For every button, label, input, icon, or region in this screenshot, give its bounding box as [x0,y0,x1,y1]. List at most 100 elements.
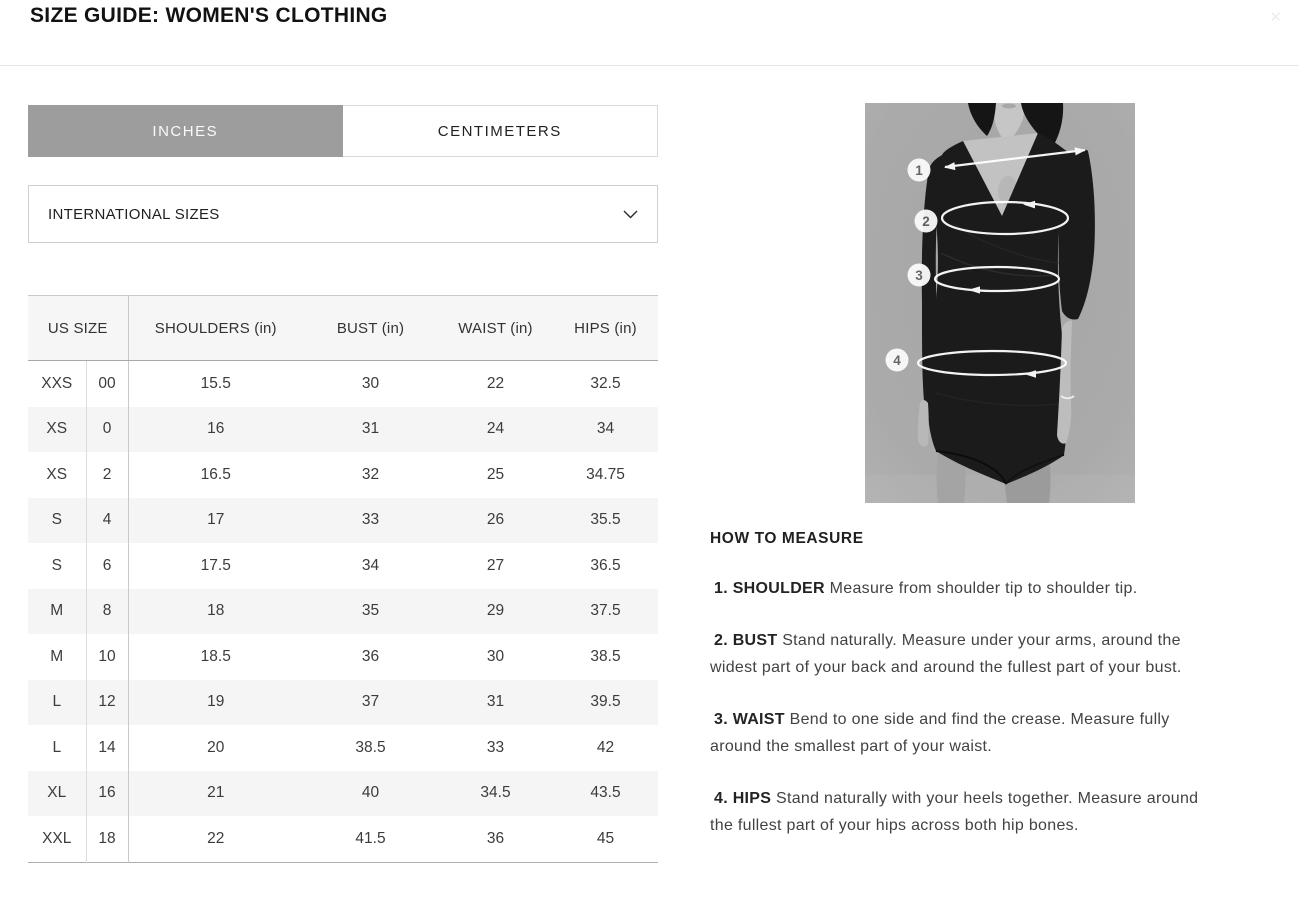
measure-item-text: Bend to one side and find the crease. Me… [710,711,1170,755]
cell-shoulders: 18.5 [200,647,231,665]
cell-size: L [28,679,87,725]
table-row: XS 0 16 31 24 34 [28,406,658,452]
cell-shoulders: 22 [207,829,225,847]
size-guide-panel: INCHES CENTIMETERS INTERNATIONAL SIZES U… [28,105,658,863]
cell-num: 16 [86,770,129,816]
table-row: L 14 20 38.5 33 42 [28,725,658,771]
cell-bust: 34 [361,556,380,574]
cell-waist: 29 [486,602,505,620]
size-chart-table: US SIZE SHOULDERS (in) BUST (in) WAIST (… [28,295,658,863]
cell-size: S [28,497,87,543]
header-waist: WAIST (in) [438,295,553,361]
measurement-overlays: 1 2 3 4 [885,147,1086,378]
cell-size: S [28,543,87,589]
cell-num: 2 [86,452,129,498]
cell-size: XXS [28,360,87,407]
cell-hips: 35.5 [590,511,621,529]
table-row: XL 16 21 40 34.5 43.5 [28,770,658,816]
cell-hips: 39.5 [590,693,621,711]
cell-hips: 42 [596,738,615,756]
cell-waist: 31 [486,693,505,711]
cell-num: 6 [86,543,129,589]
cell-waist: 33 [486,738,505,756]
cell-bust: 36 [361,647,380,665]
cell-shoulders: 16 [207,420,225,438]
unit-tabs: INCHES CENTIMETERS [28,105,658,157]
cell-hips: 32.5 [590,374,621,392]
header-us-size: US SIZE [28,295,129,361]
cell-size: XXL [28,816,87,862]
cell-bust: 31 [361,420,380,438]
cell-waist: 25 [486,465,505,483]
chevron-down-icon [623,210,638,218]
cell-waist: 22 [486,374,505,392]
model-photo: 1 2 3 4 [865,103,1135,503]
cell-shoulders: 20 [207,738,225,756]
cell-hips: 34.75 [586,465,625,483]
measurement-figure: 1 2 3 4 [865,103,1135,503]
measure-item-shoulder: 1. SHOULDER Measure from shoulder tip to… [710,575,1222,602]
cell-waist: 27 [486,556,505,574]
cell-waist: 24 [486,420,505,438]
header-divider [0,65,1298,66]
tab-centimeters[interactable]: CENTIMETERS [342,105,658,157]
how-to-measure-section: HOW TO MEASURE 1. SHOULDER Measure from … [710,530,1262,864]
svg-text:2: 2 [922,214,930,229]
table-row: XS 2 16.5 32 25 34.75 [28,452,658,498]
svg-text:1: 1 [915,163,923,178]
cell-waist: 36 [486,829,505,847]
cell-size: XS [28,452,87,498]
cell-bust: 33 [361,511,380,529]
cell-hips: 43.5 [590,784,621,802]
cell-bust: 40 [361,784,380,802]
cell-waist: 34.5 [480,784,511,802]
measure-item-label: 4. HIPS [714,790,772,807]
model-arms [917,320,1075,447]
page-title: SIZE GUIDE: WOMEN'S CLOTHING [30,4,388,27]
how-to-measure-heading: HOW TO MEASURE [710,530,864,547]
cell-bust: 38.5 [355,738,386,756]
table-row: S 4 17 33 26 35.5 [28,497,658,543]
close-icon[interactable]: ✕ [1269,9,1282,26]
cell-shoulders: 21 [207,784,225,802]
table-row: XXS 00 15.5 30 22 32.5 [28,360,658,407]
model-head [994,103,1026,141]
size-table-body: XXS 00 15.5 30 22 32.5 XS 0 16 31 24 34 XS 2 16.5 32 25 3… [28,360,658,862]
cell-bust: 35 [361,602,380,620]
cell-size: L [28,725,87,771]
header-shoulders: SHOULDERS (in) [128,295,303,361]
table-row: L 12 19 37 31 39.5 [28,679,658,725]
cell-size: XS [28,406,87,452]
tab-inches[interactable]: INCHES [28,105,343,157]
table-row: M 10 18.5 36 30 38.5 [28,634,658,680]
cell-num: 0 [86,406,129,452]
international-sizes-dropdown[interactable]: INTERNATIONAL SIZES [28,185,658,243]
cell-num: 8 [86,588,129,634]
cell-num: 4 [86,497,129,543]
cell-shoulders: 16.5 [200,465,231,483]
cell-bust: 37 [361,693,380,711]
header-hips: HIPS (in) [553,295,658,361]
table-row: S 6 17.5 34 27 36.5 [28,543,658,589]
svg-text:3: 3 [915,268,923,283]
marker-1: 1 [907,158,931,182]
measure-item-text: Measure from shoulder tip to shoulder ti… [829,580,1138,597]
cell-num: 00 [86,360,129,407]
cell-shoulders: 19 [207,693,225,711]
cell-shoulders: 17 [207,511,225,529]
cell-waist: 30 [486,647,505,665]
measure-item-waist: 3. WAIST Bend to one side and find the c… [710,706,1222,760]
bracelet [1060,395,1075,400]
cell-size: M [28,634,87,680]
measure-item-label: 2. BUST [714,632,778,649]
cell-bust: 41.5 [355,829,386,847]
table-row: XXL 18 22 41.5 36 45 [28,816,658,862]
cell-hips: 38.5 [590,647,621,665]
cell-shoulders: 17.5 [200,556,231,574]
cell-num: 10 [86,634,129,680]
measure-item-label: 1. SHOULDER [714,580,825,597]
cell-num: 12 [86,679,129,725]
header-bust: BUST (in) [303,295,438,361]
cell-size: M [28,588,87,634]
measure-item-label: 3. WAIST [714,711,785,728]
